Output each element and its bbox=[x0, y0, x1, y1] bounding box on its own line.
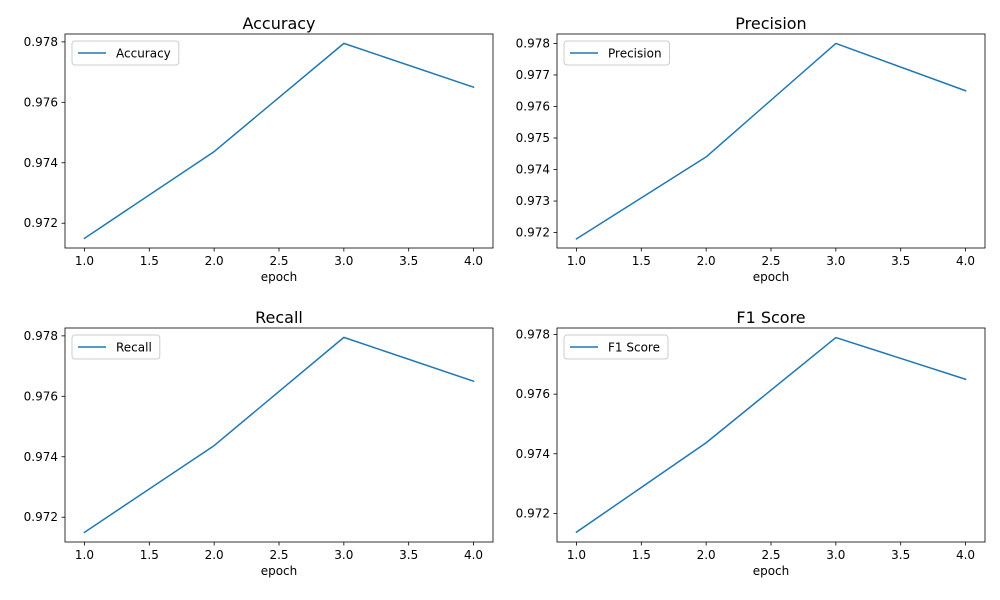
x-tick-label: 2.0 bbox=[205, 254, 224, 268]
y-tick-label: 0.976 bbox=[516, 99, 550, 113]
y-tick-label: 0.972 bbox=[516, 506, 550, 520]
y-tick-label: 0.978 bbox=[516, 36, 550, 50]
y-tick-label: 0.978 bbox=[516, 328, 550, 342]
y-tick-label: 0.974 bbox=[516, 447, 550, 461]
x-tick-label: 3.0 bbox=[826, 548, 845, 562]
legend-label: F1 Score bbox=[608, 341, 660, 355]
axes-frame bbox=[556, 327, 986, 543]
x-tick-label: 1.0 bbox=[567, 548, 586, 562]
x-tick-label: 4.0 bbox=[956, 548, 975, 562]
series-line bbox=[83, 336, 475, 534]
subplot-title: Recall bbox=[255, 308, 303, 327]
x-tick-label: 2.5 bbox=[269, 548, 288, 562]
x-axis-label: epoch bbox=[753, 270, 790, 284]
x-tick-label: 3.5 bbox=[891, 548, 910, 562]
y-tick-label: 0.978 bbox=[24, 329, 58, 343]
y-tick-label: 0.972 bbox=[24, 216, 58, 230]
x-tick-label: 3.5 bbox=[399, 548, 418, 562]
subplot-3: Recall 1.0 1.5 2.0 2.5 3.0 3.5 4.0 0.972 0.974 0.9… bbox=[24, 308, 494, 578]
x-tick-label: 4.0 bbox=[956, 254, 975, 268]
legend-box bbox=[563, 40, 670, 66]
x-tick-label: 1.5 bbox=[632, 254, 651, 268]
x-tick-label: 3.0 bbox=[826, 254, 845, 268]
subplot-title: Accuracy bbox=[242, 14, 315, 33]
legend-label: Accuracy bbox=[116, 47, 171, 61]
x-tick-label: 1.5 bbox=[140, 254, 159, 268]
x-axis-label: epoch bbox=[261, 270, 298, 284]
x-tick-label: 2.0 bbox=[697, 548, 716, 562]
legend: Precision bbox=[563, 40, 670, 66]
y-tick-label: 0.974 bbox=[516, 163, 550, 177]
x-tick-label: 4.0 bbox=[464, 254, 483, 268]
x-tick-label: 1.5 bbox=[140, 548, 159, 562]
y-tick-label: 0.974 bbox=[24, 156, 58, 170]
subplot-4: F1 Score 1.0 1.5 2.0 2.5 3.0 3.5 4.0 0.972 0.974 0… bbox=[516, 308, 986, 578]
x-tick-label: 2.5 bbox=[761, 548, 780, 562]
y-tick-label: 0.976 bbox=[24, 95, 58, 109]
x-tick-label: 2.0 bbox=[205, 548, 224, 562]
x-tick-label: 2.5 bbox=[269, 254, 288, 268]
series-line bbox=[83, 42, 475, 240]
x-tick-label: 2.5 bbox=[761, 254, 780, 268]
x-tick-label: 2.0 bbox=[697, 254, 716, 268]
y-tick-label: 0.976 bbox=[516, 387, 550, 401]
y-tick-label: 0.974 bbox=[24, 450, 58, 464]
x-tick-label: 3.5 bbox=[891, 254, 910, 268]
legend-box bbox=[71, 40, 180, 66]
subplot-title: F1 Score bbox=[736, 308, 805, 327]
subplot-1: Accuracy 1.0 1.5 2.0 2.5 3.0 3.5 4.0 0.972 0.974 0… bbox=[24, 14, 494, 284]
legend-label: Recall bbox=[116, 341, 152, 355]
x-axis-label: epoch bbox=[261, 564, 298, 578]
x-axis-label: epoch bbox=[753, 564, 790, 578]
series-line bbox=[575, 336, 967, 534]
legend: Recall bbox=[71, 334, 161, 360]
subplot-title: Precision bbox=[735, 14, 806, 33]
x-tick-label: 3.5 bbox=[399, 254, 418, 268]
x-tick-label: 4.0 bbox=[464, 548, 483, 562]
legend-label: Precision bbox=[608, 47, 662, 61]
x-tick-label: 1.0 bbox=[75, 254, 94, 268]
legend-box bbox=[563, 334, 669, 360]
y-tick-label: 0.977 bbox=[516, 68, 550, 82]
y-tick-label: 0.978 bbox=[24, 35, 58, 49]
legend-box bbox=[71, 334, 161, 360]
series-line bbox=[575, 42, 967, 240]
y-tick-label: 0.973 bbox=[516, 194, 550, 208]
y-tick-label: 0.972 bbox=[24, 510, 58, 524]
x-tick-label: 3.0 bbox=[334, 548, 353, 562]
axes-frame bbox=[64, 33, 494, 249]
x-tick-label: 1.5 bbox=[632, 548, 651, 562]
legend: Accuracy bbox=[71, 40, 180, 66]
legend: F1 Score bbox=[563, 334, 669, 360]
y-tick-label: 0.975 bbox=[516, 131, 550, 145]
x-tick-label: 1.0 bbox=[567, 254, 586, 268]
axes-frame bbox=[556, 33, 986, 249]
y-tick-label: 0.972 bbox=[516, 226, 550, 240]
y-tick-label: 0.976 bbox=[24, 389, 58, 403]
x-tick-label: 3.0 bbox=[334, 254, 353, 268]
subplot-2: Precision 1.0 1.5 2.0 2.5 3.0 3.5 4.0 0.972 0.973… bbox=[516, 14, 986, 284]
x-tick-label: 1.0 bbox=[75, 548, 94, 562]
axes-frame bbox=[64, 327, 494, 543]
